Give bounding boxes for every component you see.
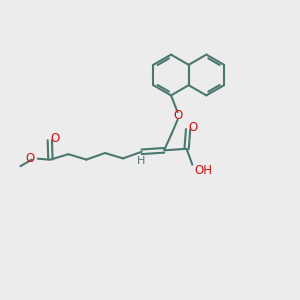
Text: O: O xyxy=(25,152,34,165)
Text: O: O xyxy=(173,109,182,122)
Text: OH: OH xyxy=(194,164,212,177)
Text: O: O xyxy=(189,121,198,134)
Text: O: O xyxy=(51,132,60,145)
Text: H: H xyxy=(136,156,145,167)
